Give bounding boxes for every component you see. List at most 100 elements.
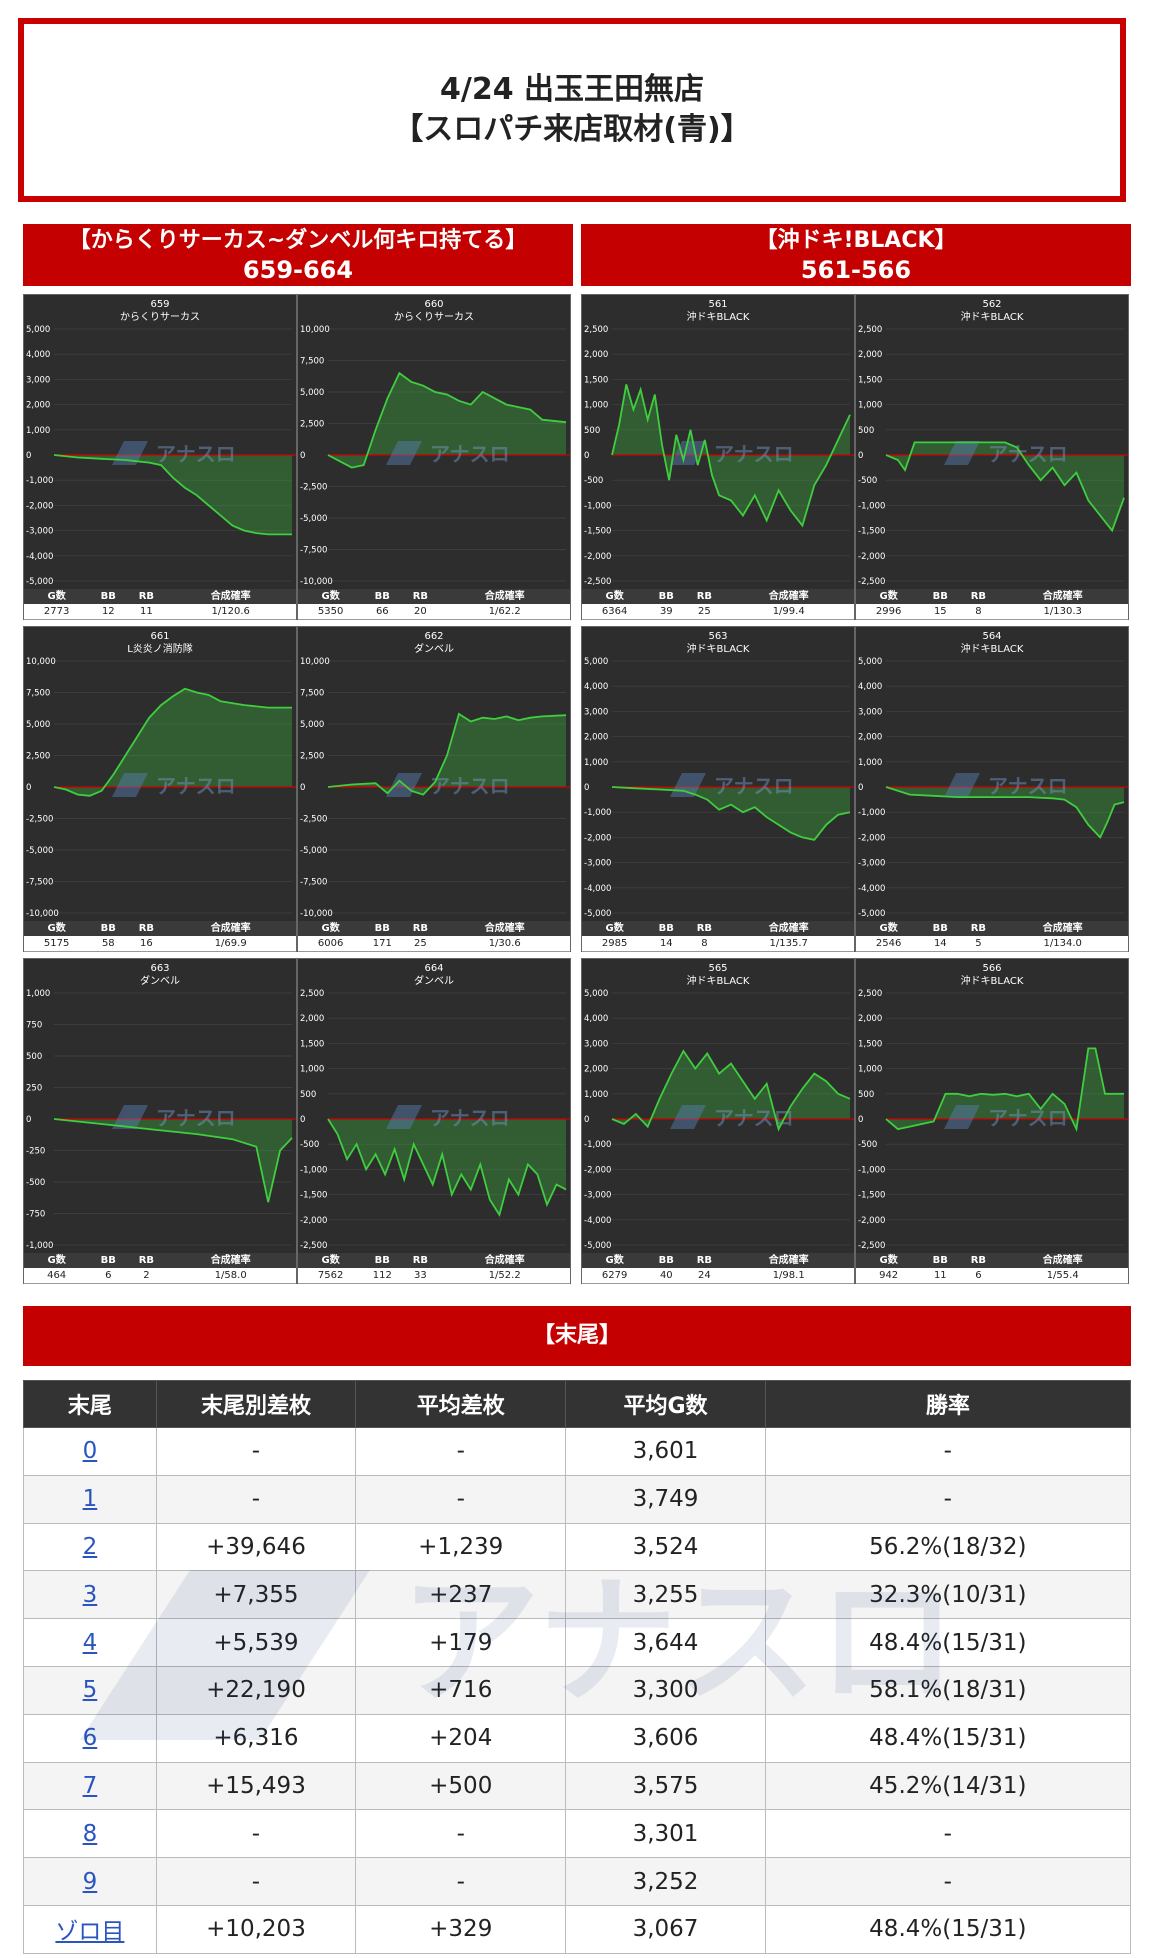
stat-label-rb: RB bbox=[970, 591, 987, 602]
stat-value-rate: 1/30.6 bbox=[488, 938, 521, 949]
suffix-link[interactable]: 0 bbox=[82, 1438, 98, 1465]
y-tick-label: -5,000 bbox=[584, 1241, 611, 1251]
stat-label-rb: RB bbox=[696, 591, 713, 602]
y-tick-label: -1,000 bbox=[584, 808, 611, 818]
stat-value-rb: 2 bbox=[143, 1270, 150, 1281]
y-tick-label: -7,500 bbox=[300, 878, 327, 888]
stat-label-rate: 合成確率 bbox=[768, 1255, 809, 1266]
y-tick-label: -10,000 bbox=[26, 909, 59, 919]
machine-name: からくりサーカス bbox=[120, 311, 200, 323]
machine-name: ダンベル bbox=[414, 974, 454, 987]
y-tick-label: -7,500 bbox=[26, 878, 53, 888]
suffix-link[interactable]: 5 bbox=[82, 1677, 98, 1704]
stat-label-bb: BB bbox=[100, 923, 116, 934]
suffix-link[interactable]: 9 bbox=[82, 1868, 98, 1895]
y-tick-label: -2,500 bbox=[858, 577, 885, 587]
summary-cell: 45.2%(14/31) bbox=[764, 1761, 1132, 1811]
machine-number: 564 bbox=[982, 631, 1001, 642]
suffix-link[interactable]: 1 bbox=[82, 1486, 98, 1513]
summary-cell: - bbox=[355, 1474, 567, 1524]
y-tick-label: -5,000 bbox=[300, 514, 327, 524]
summary-cell: - bbox=[155, 1427, 357, 1476]
stat-value-bb: 58 bbox=[101, 938, 115, 949]
summary-cell: 48.4%(15/31) bbox=[764, 1904, 1132, 1954]
y-tick-label: -1,000 bbox=[858, 808, 885, 818]
stat-value-rate: 1/98.1 bbox=[772, 1270, 805, 1281]
y-tick-label: 5,000 bbox=[300, 720, 324, 730]
stat-label-games: G数 bbox=[879, 591, 898, 602]
y-tick-label: 0 bbox=[26, 451, 31, 461]
machine-panel: 565 沖ドキBLACK 5,000 4,000 3,000 2,000 1,000 0 -1,… bbox=[581, 958, 855, 1284]
suffix-link[interactable]: 4 bbox=[82, 1629, 98, 1656]
suffix-link[interactable]: 8 bbox=[82, 1820, 98, 1847]
summary-cell: - bbox=[764, 1809, 1132, 1859]
y-tick-label: -1,500 bbox=[858, 1191, 885, 1201]
stat-label-rate: 合成確率 bbox=[1042, 923, 1083, 934]
graph-background bbox=[24, 295, 296, 591]
y-tick-label: 500 bbox=[858, 426, 874, 436]
y-tick-label: 2,500 bbox=[300, 420, 324, 430]
stat-label-rb: RB bbox=[138, 591, 155, 602]
suffix-link[interactable]: 7 bbox=[82, 1772, 98, 1799]
machine-name: からくりサーカス bbox=[394, 311, 474, 323]
y-tick-label: 1,000 bbox=[584, 401, 608, 411]
y-tick-label: -10,000 bbox=[300, 909, 333, 919]
machine-name: 沖ドキBLACK bbox=[687, 974, 750, 987]
y-tick-label: -500 bbox=[26, 1178, 45, 1188]
suffix-link[interactable]: 6 bbox=[82, 1725, 98, 1752]
y-tick-label: -5,000 bbox=[584, 909, 611, 919]
y-tick-label: 1,000 bbox=[858, 1065, 882, 1075]
summary-cell: +500 bbox=[355, 1761, 567, 1811]
y-tick-label: 0 bbox=[300, 451, 305, 461]
stat-label-bb: BB bbox=[932, 591, 948, 602]
y-tick-label: -1,000 bbox=[26, 476, 53, 486]
suffix-link[interactable]: 3 bbox=[82, 1581, 98, 1608]
machine-number: 660 bbox=[424, 299, 443, 310]
y-tick-label: -5,000 bbox=[26, 846, 53, 856]
machine-panel: 561 沖ドキBLACK 2,500 2,000 1,500 1,000 500 0 -500 -… bbox=[581, 294, 855, 620]
machine-name: 沖ドキBLACK bbox=[687, 310, 750, 323]
page-subtitle: 【スロパチ来店取材(青)】 bbox=[393, 112, 751, 147]
y-tick-label: -4,000 bbox=[584, 884, 611, 894]
stat-value-games: 2996 bbox=[875, 606, 902, 617]
watermark-text: アナスロ bbox=[714, 774, 794, 798]
stat-label-bb: BB bbox=[100, 591, 116, 602]
stat-label-bb: BB bbox=[658, 1255, 674, 1266]
stat-label-games: G数 bbox=[47, 923, 66, 934]
y-tick-label: 2,000 bbox=[858, 733, 882, 743]
machine-stats: G数 BB RB 合成確率 2985 14 8 1/135.7 bbox=[582, 921, 854, 952]
stats-header: G数 BB RB 合成確率 bbox=[24, 921, 296, 936]
y-tick-label: -250 bbox=[26, 1147, 45, 1157]
summary-cell: +7,355 bbox=[155, 1570, 357, 1620]
y-tick-label: -1,000 bbox=[26, 1241, 53, 1251]
stat-label-bb: BB bbox=[374, 591, 390, 602]
stat-value-games: 2773 bbox=[43, 606, 70, 617]
stats-header: G数 BB RB 合成確率 bbox=[856, 1253, 1128, 1268]
stat-label-bb: BB bbox=[932, 923, 948, 934]
stat-value-rb: 5 bbox=[975, 938, 982, 949]
y-tick-label: -5,000 bbox=[858, 909, 885, 919]
y-tick-label: -4,000 bbox=[584, 1216, 611, 1226]
y-tick-label: -500 bbox=[858, 476, 877, 486]
suffix-link[interactable]: 2 bbox=[82, 1533, 98, 1560]
watermark-shape bbox=[944, 441, 980, 465]
graph-area bbox=[328, 1119, 566, 1215]
stats-values: 2773 12 11 1/120.6 bbox=[24, 604, 296, 620]
y-tick-label: -2,000 bbox=[26, 501, 53, 511]
suffix-link[interactable]: ゾロ目 bbox=[55, 1919, 125, 1946]
y-tick-label: -4,000 bbox=[858, 884, 885, 894]
y-tick-label: -1,500 bbox=[858, 527, 885, 537]
graph-background bbox=[582, 627, 854, 923]
summary-cell: +204 bbox=[355, 1713, 567, 1763]
watermark-shape bbox=[386, 441, 422, 465]
suffix-cell: 7 bbox=[23, 1761, 157, 1811]
summary-cell: 3,606 bbox=[565, 1713, 766, 1763]
group-title: 【沖ドキ!BLACK】 bbox=[755, 228, 957, 253]
machine-stats: G数 BB RB 合成確率 942 11 6 1/55.4 bbox=[856, 1253, 1128, 1284]
summary-cell: - bbox=[764, 1474, 1132, 1524]
series-line bbox=[885, 1047, 1124, 1133]
summary-header: 【末尾】 bbox=[23, 1306, 1131, 1366]
suffix-cell: 3 bbox=[23, 1570, 157, 1620]
machine-stats: G数 BB RB 合成確率 2546 14 5 1/134.0 bbox=[856, 921, 1128, 952]
summary-cell: 3,067 bbox=[565, 1904, 766, 1954]
